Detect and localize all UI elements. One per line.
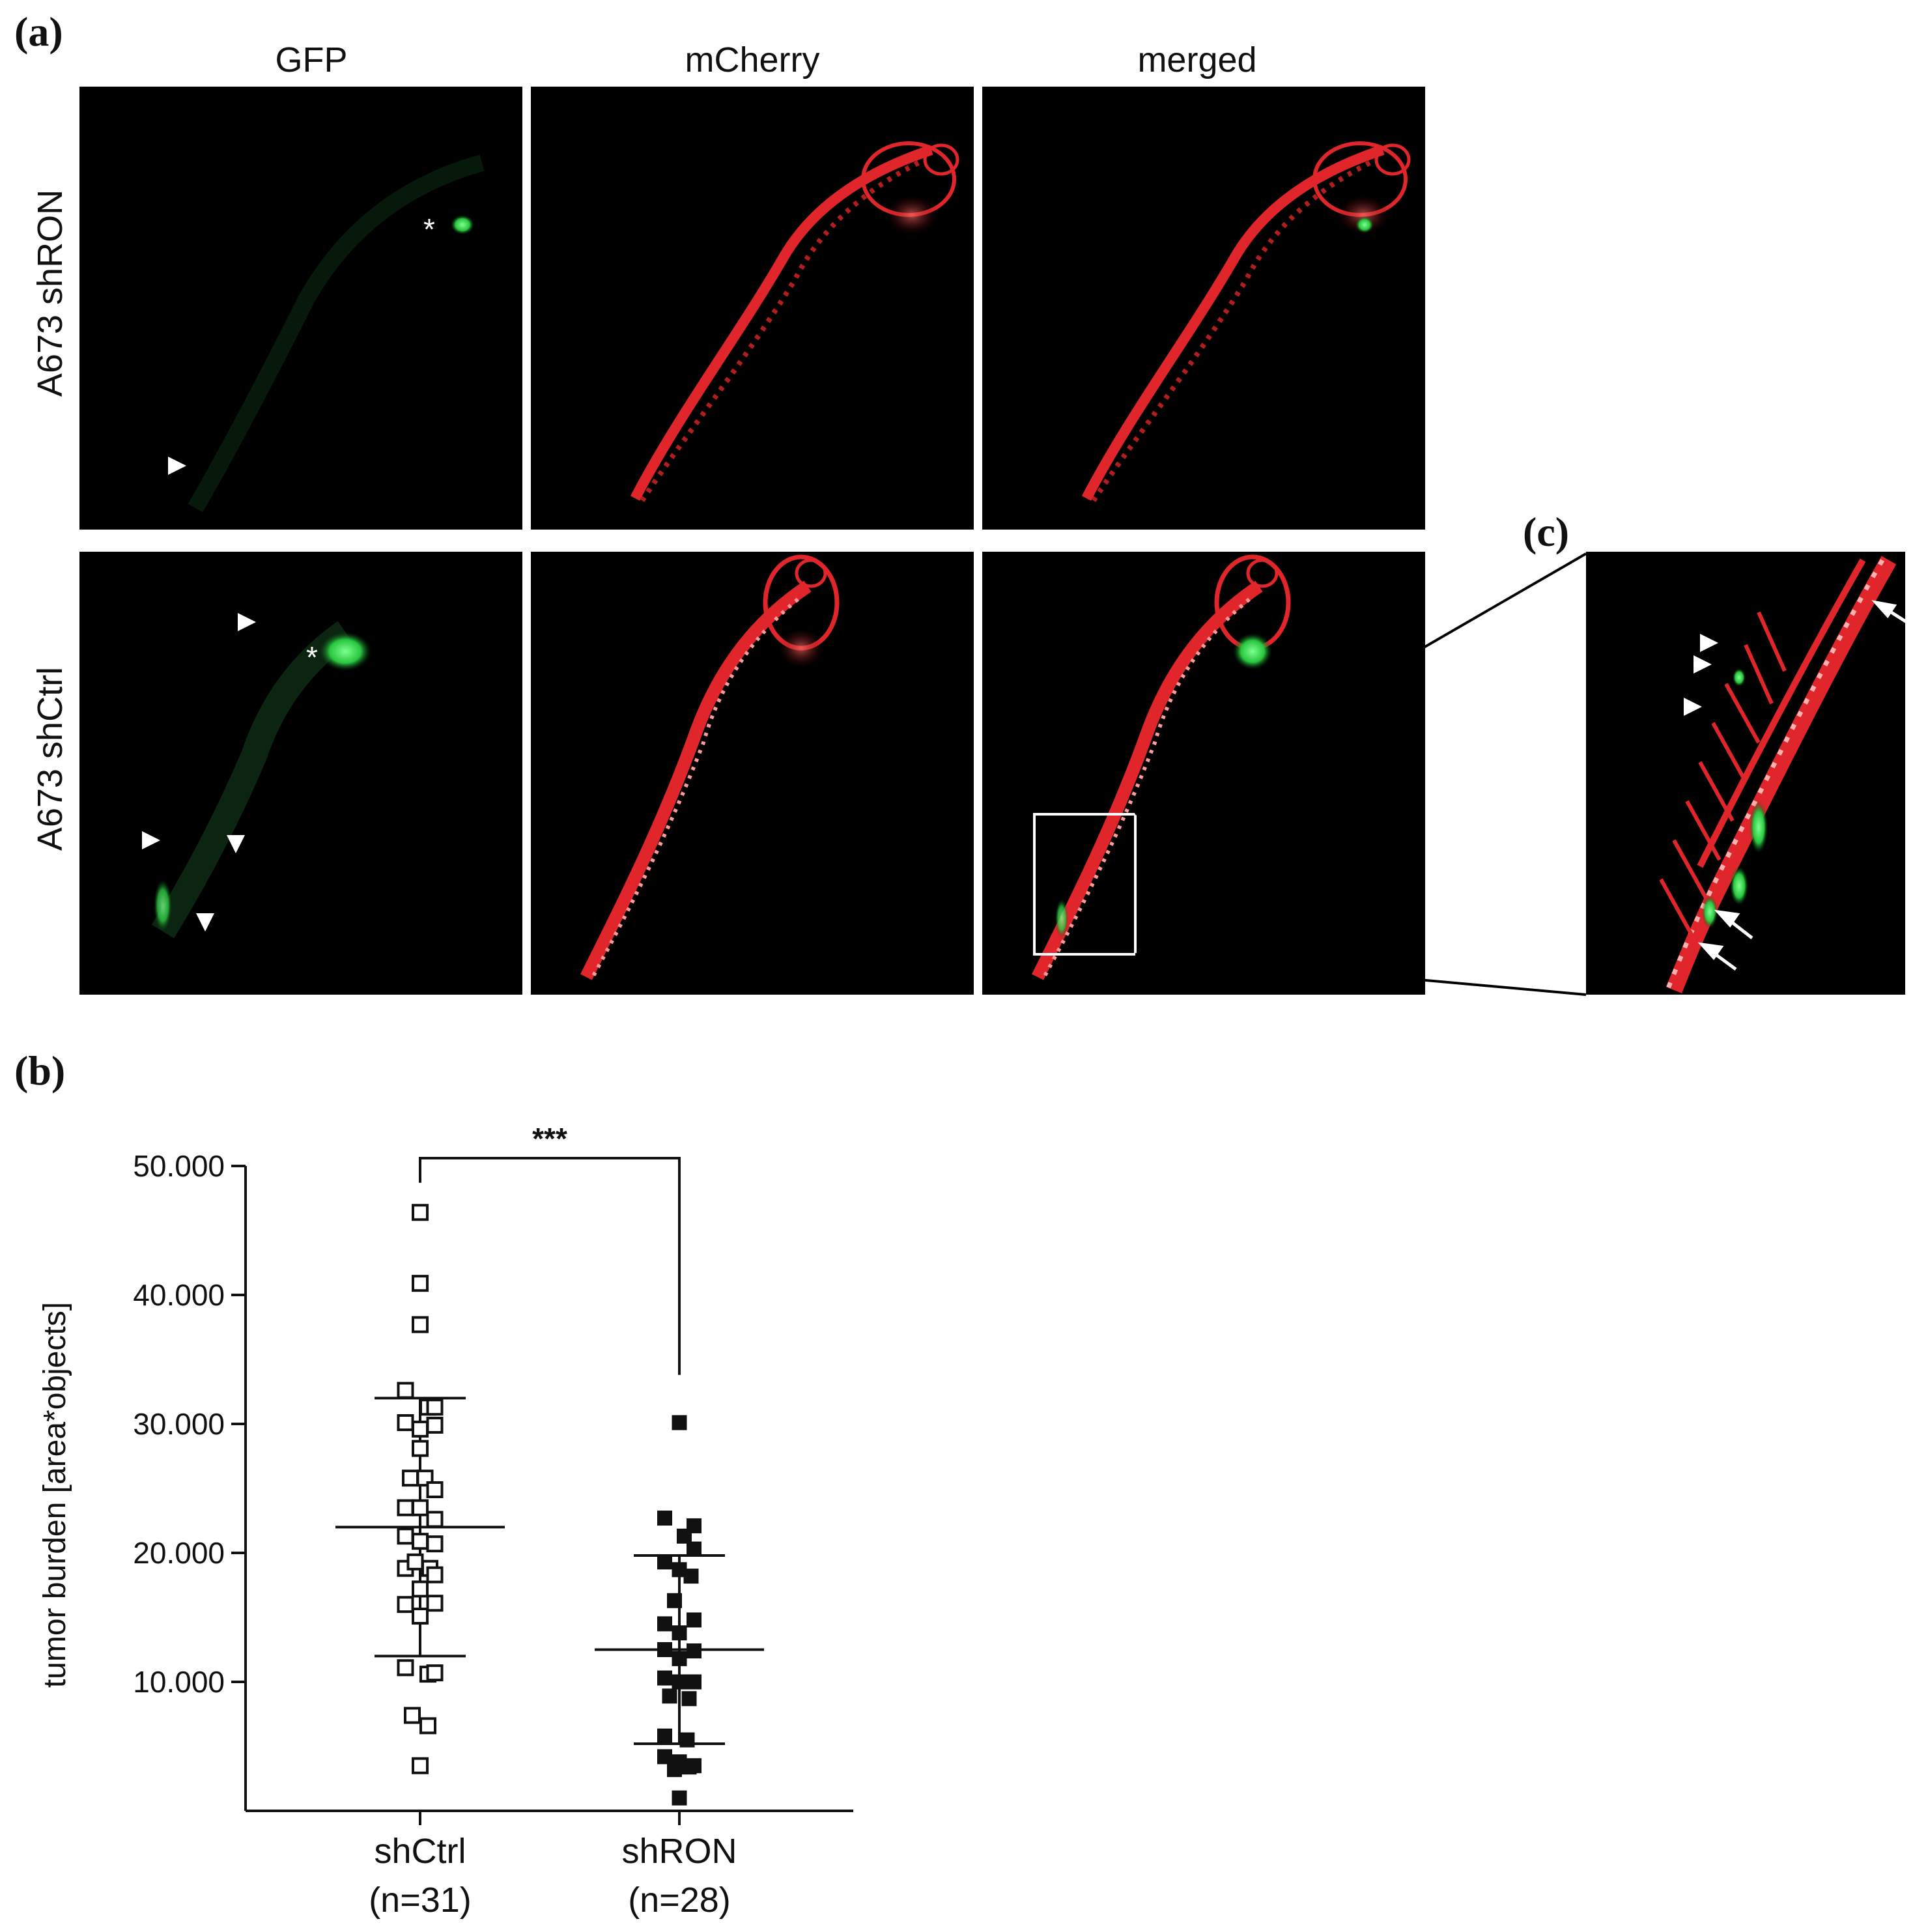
significance-stars: *** [532,1122,567,1156]
panel-c-label: (c) [1523,509,1569,555]
zoom-connector-bottom [1135,953,1587,996]
point-shctrl [426,1481,444,1498]
image-shron-mcherry [531,87,974,530]
x-category-count: (n=28) [628,1881,731,1920]
row-title-shron: A673 shRON [31,190,70,397]
scatter-chart: tumor burden [area*objects] 10.000 20.000… [38,1122,853,1920]
x-category-count: (n=31) [369,1881,472,1920]
point-shron [672,1415,687,1430]
point-shron [657,1511,672,1526]
point-shctrl [426,1535,444,1553]
image-shron-gfp: * [79,87,522,530]
point-shctrl [397,1499,414,1516]
column-title-mcherry: mCherry [685,40,819,79]
point-shctrl [412,1275,429,1292]
point-shron [672,1790,687,1806]
point-shctrl [404,1707,421,1724]
point-shron [687,1643,701,1658]
point-shron [687,1674,701,1690]
column-title-merged: merged [1137,40,1256,79]
point-shron [667,1762,682,1778]
x-category-label: shRON [621,1832,737,1871]
significance-bracket-line [419,1157,681,1375]
point-shron [679,1732,695,1748]
point-shctrl [426,1511,444,1528]
y-axis-title: tumor burden [area*objects] [38,1302,72,1688]
point-shctrl [412,1499,429,1516]
point-shctrl [412,1316,429,1333]
point-shron [687,1541,701,1557]
significance-bracket: *** [419,1122,681,1375]
panel-b-label: (b) [14,1047,65,1094]
image-shctrl-merged [982,552,1425,995]
point-shron [657,1749,672,1765]
point-shctrl [412,1440,429,1457]
arrow-icon [1871,600,1913,627]
point-shron [657,1728,672,1744]
tumor-spot [451,215,474,234]
y-tick-label: 20.000 [133,1536,225,1570]
arrowhead-icon [227,835,245,853]
column-title-gfp: GFP [275,40,347,79]
point-shctrl [397,1596,414,1613]
arrowhead-icon [196,913,214,931]
point-shctrl [402,1470,419,1487]
y-tick-label: 30.000 [133,1407,225,1441]
tumor-spot [319,632,371,671]
point-shctrl [397,1382,414,1399]
point-shctrl [406,1553,424,1570]
point-shctrl [426,1664,444,1682]
panel-a-label: (a) [14,8,63,55]
data-points [397,1204,701,1806]
point-shctrl [412,1580,429,1598]
point-shron [687,1612,701,1628]
point-shron [672,1674,687,1690]
arrow-icon [1697,942,1737,971]
point-shron [681,1691,697,1707]
point-shctrl [426,1566,444,1584]
point-shctrl [412,1420,429,1438]
point-shron [672,1651,687,1666]
point-shctrl [426,1595,444,1612]
zoom-connector-top [1134,552,1587,816]
point-shctrl [426,1399,444,1416]
point-shron [657,1670,672,1686]
point-shctrl [397,1527,414,1545]
injection-site-asterisk: * [306,640,318,674]
point-shctrl [412,1757,429,1774]
x-category-label: shCtrl [374,1832,466,1871]
axes [244,1166,853,1812]
point-shron [662,1688,677,1704]
x-categories: shCtrl (n=31) shRON (n=28) [369,1811,737,1920]
point-shron [677,1528,692,1544]
image-shron-merged [982,87,1425,530]
image-zoom-inset [1586,552,1913,995]
point-shron [687,1758,701,1774]
point-shron [672,1625,687,1641]
y-tick-label: 40.000 [133,1278,225,1312]
image-shctrl-gfp: * [79,552,522,995]
row-title-shctrl: A673 shCtrl [31,667,70,851]
point-shctrl [412,1608,429,1625]
point-shron [657,1554,672,1570]
point-shron [667,1593,682,1608]
point-shctrl [419,1717,436,1735]
y-ticks: 10.000 20.000 30.000 40.000 50.000 [133,1149,246,1699]
point-shron [683,1569,699,1584]
point-shctrl [397,1659,414,1677]
y-tick-label: 10.000 [133,1665,225,1699]
point-shctrl [426,1416,444,1434]
zoom-region-box [1033,813,1137,956]
arrow-icon [1714,909,1753,939]
point-shctrl [412,1533,429,1550]
point-shctrl [412,1204,429,1221]
point-shron [657,1616,672,1632]
point-shron [657,1642,672,1657]
injection-site-asterisk: * [423,212,435,246]
y-tick-label: 50.000 [133,1149,225,1183]
point-shctrl [397,1414,414,1432]
image-shctrl-mcherry [531,552,974,995]
